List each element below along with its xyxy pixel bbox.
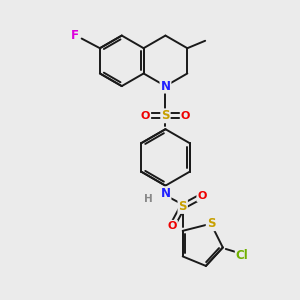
Text: F: F [71, 29, 79, 42]
Text: O: O [181, 111, 190, 121]
Text: O: O [141, 111, 150, 121]
Text: S: S [178, 200, 187, 213]
Text: H: H [144, 194, 153, 204]
Text: O: O [197, 191, 207, 201]
Text: O: O [168, 221, 177, 231]
Text: N: N [160, 80, 170, 93]
Text: N: N [160, 187, 170, 200]
Text: S: S [161, 109, 170, 122]
Text: Cl: Cl [236, 249, 248, 262]
Text: S: S [207, 217, 215, 230]
